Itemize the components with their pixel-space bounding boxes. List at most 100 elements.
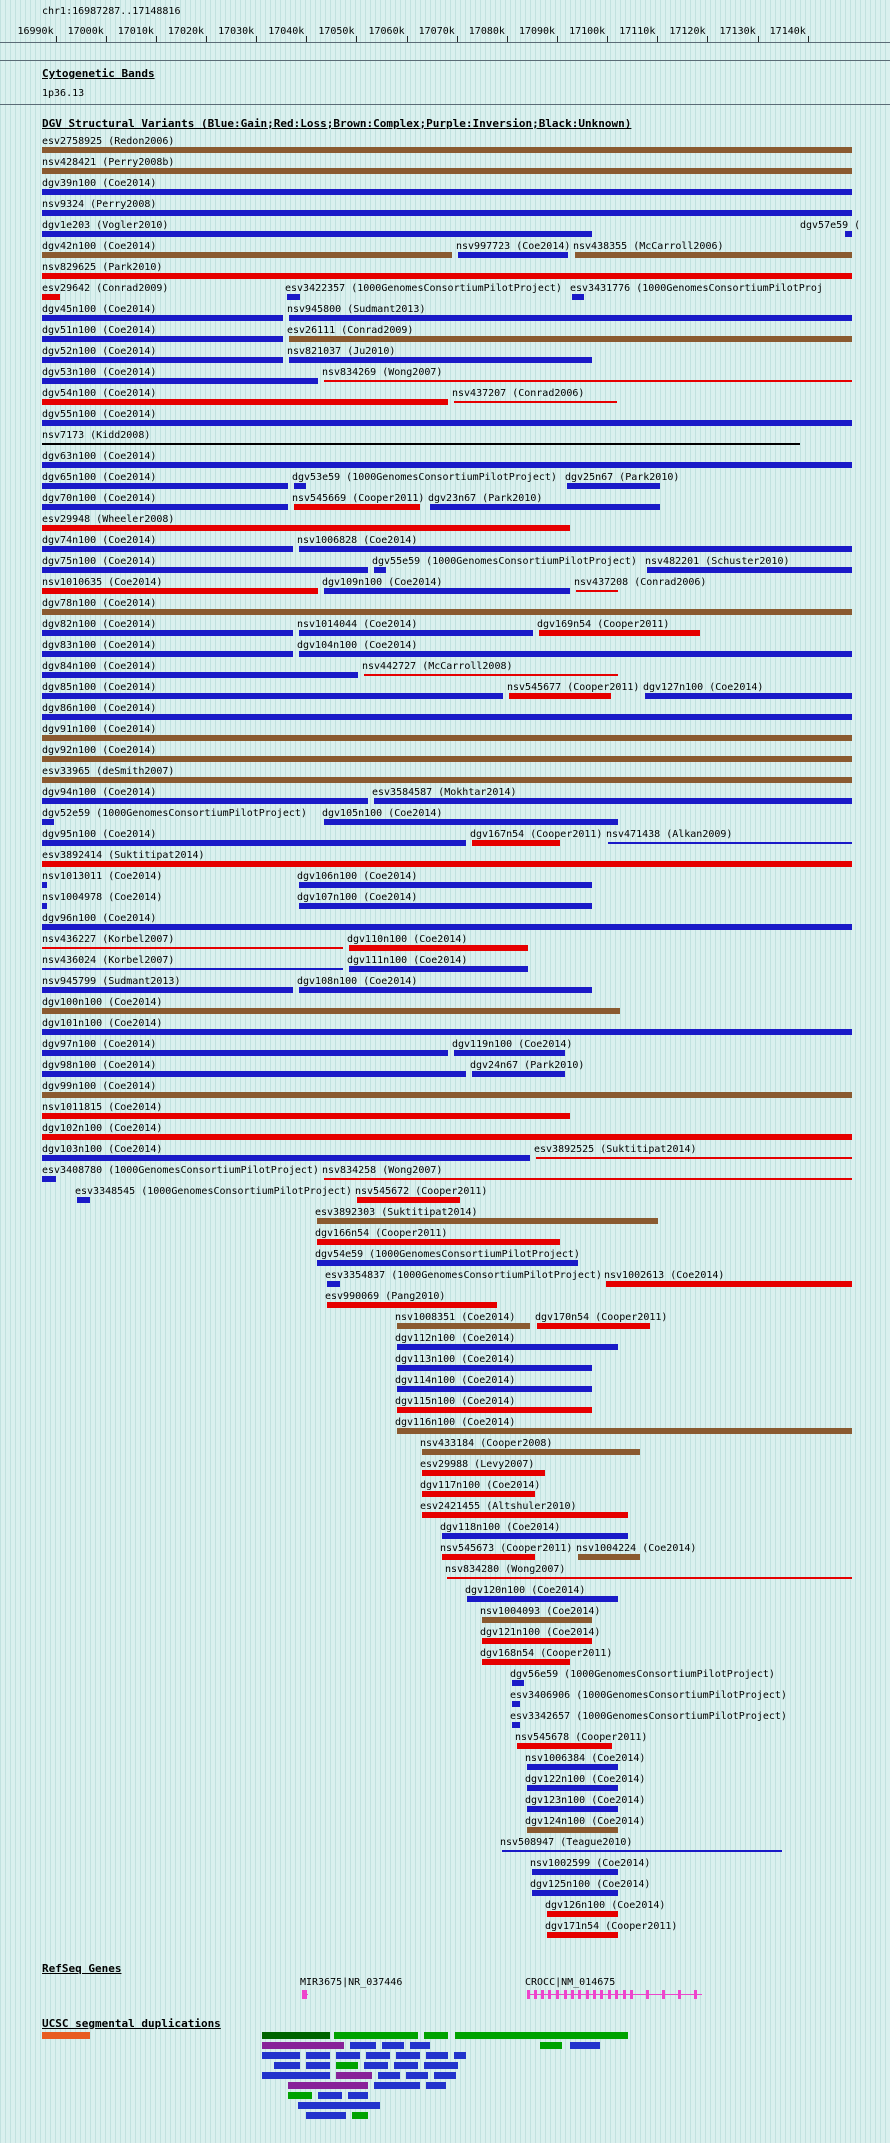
variant-bar[interactable] xyxy=(422,1512,628,1518)
variant-bar[interactable] xyxy=(42,315,283,321)
segdup-bar[interactable] xyxy=(410,2042,430,2049)
gene-exon[interactable] xyxy=(630,1990,633,1999)
variant-bar[interactable] xyxy=(42,567,368,573)
variant-bar[interactable] xyxy=(299,546,852,552)
variant-label[interactable]: esv3342657 (1000GenomesConsortiumPilotPr… xyxy=(510,1711,787,1722)
variant-bar[interactable] xyxy=(349,945,528,951)
variant-bar[interactable] xyxy=(299,987,592,993)
variant-label[interactable]: esv3892414 (Suktitipat2014) xyxy=(42,850,205,861)
variant-label[interactable]: nsv545678 (Cooper2011) xyxy=(515,1732,648,1743)
segdup-bar[interactable] xyxy=(262,2032,330,2039)
variant-bar[interactable] xyxy=(299,651,852,657)
variant-bar[interactable] xyxy=(42,168,852,174)
variant-bar[interactable] xyxy=(42,903,47,909)
variant-label[interactable]: nsv437208 (Conrad2006) xyxy=(574,577,707,588)
variant-label[interactable]: nsv997723 (Coe2014) xyxy=(456,241,571,252)
variant-bar[interactable] xyxy=(294,504,420,510)
variant-bar[interactable] xyxy=(42,252,452,258)
variant-label[interactable]: nsv436024 (Korbel2007) xyxy=(42,955,175,966)
variant-label[interactable]: dgv95n100 (Coe2014) xyxy=(42,829,157,840)
variant-bar[interactable] xyxy=(42,651,293,657)
variant-bar[interactable] xyxy=(42,882,47,888)
variant-bar[interactable] xyxy=(374,567,386,573)
variant-label[interactable]: dgv63n100 (Coe2014) xyxy=(42,451,157,462)
variant-label[interactable]: nsv1011815 (Coe2014) xyxy=(42,1102,163,1113)
variant-bar[interactable] xyxy=(397,1365,592,1371)
variant-label[interactable]: dgv125n100 (Coe2014) xyxy=(530,1879,651,1890)
variant-label[interactable]: dgv109n100 (Coe2014) xyxy=(322,577,443,588)
variant-bar[interactable] xyxy=(42,924,852,930)
variant-bar[interactable] xyxy=(509,693,611,699)
gene-exon[interactable] xyxy=(556,1990,559,1999)
variant-label[interactable]: nsv482201 (Schuster2010) xyxy=(645,556,790,567)
variant-label[interactable]: dgv82n100 (Coe2014) xyxy=(42,619,157,630)
gene-exon[interactable] xyxy=(527,1990,530,1999)
variant-bar[interactable] xyxy=(527,1764,618,1770)
variant-bar[interactable] xyxy=(397,1323,530,1329)
variant-label[interactable]: dgv86n100 (Coe2014) xyxy=(42,703,157,714)
variant-bar[interactable] xyxy=(42,1176,56,1182)
variant-label[interactable]: nsv1004224 (Coe2014) xyxy=(576,1543,697,1554)
variant-bar[interactable] xyxy=(422,1491,535,1497)
gene-exon[interactable] xyxy=(694,1990,697,1999)
segdup-bar[interactable] xyxy=(426,2082,446,2089)
variant-label[interactable]: dgv25n67 (Park2010) xyxy=(565,472,680,483)
segdup-bar[interactable] xyxy=(364,2062,388,2069)
variant-bar[interactable] xyxy=(442,1554,535,1560)
variant-bar[interactable] xyxy=(42,1029,852,1035)
segdup-bar[interactable] xyxy=(334,2032,418,2039)
variant-label[interactable]: dgv168n54 (Cooper2011) xyxy=(480,1648,613,1659)
variant-bar[interactable] xyxy=(349,966,528,972)
variant-label[interactable]: dgv114n100 (Coe2014) xyxy=(395,1375,516,1386)
variant-bar[interactable] xyxy=(482,1638,592,1644)
variant-bar[interactable] xyxy=(42,231,592,237)
variant-label[interactable]: nsv471438 (Alkan2009) xyxy=(606,829,733,840)
variant-bar[interactable] xyxy=(42,609,852,615)
variant-bar[interactable] xyxy=(527,1806,618,1812)
variant-label[interactable]: nsv508947 (Teague2010) xyxy=(500,1837,633,1848)
variant-bar[interactable] xyxy=(289,315,852,321)
segdup-bar[interactable] xyxy=(262,2052,300,2059)
variant-label[interactable]: dgv97n100 (Coe2014) xyxy=(42,1039,157,1050)
gene-exon[interactable] xyxy=(646,1990,649,1999)
variant-bar[interactable] xyxy=(42,210,852,216)
segdup-bar[interactable] xyxy=(434,2072,456,2079)
variant-bar[interactable] xyxy=(289,357,592,363)
variant-label[interactable]: esv3348545 (1000GenomesConsortiumPilotPr… xyxy=(75,1186,352,1197)
variant-bar[interactable] xyxy=(606,1281,852,1287)
variant-label[interactable]: dgv1e203 (Vogler2010) xyxy=(42,220,169,231)
variant-label[interactable]: dgv122n100 (Coe2014) xyxy=(525,1774,646,1785)
variant-bar[interactable] xyxy=(517,1743,612,1749)
variant-label[interactable]: dgv171n54 (Cooper2011) xyxy=(545,1921,678,1932)
variant-label[interactable]: nsv545673 (Cooper2011) xyxy=(440,1543,573,1554)
variant-label[interactable]: esv3892525 (Suktitipat2014) xyxy=(534,1144,697,1155)
segdup-bar[interactable] xyxy=(570,2042,600,2049)
variant-bar[interactable] xyxy=(327,1281,340,1287)
variant-bar[interactable] xyxy=(467,1596,618,1602)
variant-bar[interactable] xyxy=(482,1659,570,1665)
variant-bar[interactable] xyxy=(647,567,852,573)
variant-label[interactable]: nsv1006828 (Coe2014) xyxy=(297,535,418,546)
segdup-bar[interactable] xyxy=(382,2042,404,2049)
variant-label[interactable]: esv3584587 (Mokhtar2014) xyxy=(372,787,517,798)
variant-label[interactable]: dgv111n100 (Coe2014) xyxy=(347,955,468,966)
variant-label[interactable]: dgv124n100 (Coe2014) xyxy=(525,1816,646,1827)
variant-bar[interactable] xyxy=(42,546,293,552)
variant-bar[interactable] xyxy=(578,1554,640,1560)
variant-bar[interactable] xyxy=(327,1302,497,1308)
variant-bar[interactable] xyxy=(512,1701,520,1707)
variant-bar[interactable] xyxy=(42,1155,530,1161)
variant-label[interactable]: dgv119n100 (Coe2014) xyxy=(452,1039,573,1050)
variant-bar[interactable] xyxy=(299,882,592,888)
variant-bar[interactable] xyxy=(299,630,533,636)
gene-exon[interactable] xyxy=(600,1990,603,1999)
variant-bar[interactable] xyxy=(289,336,852,342)
variant-bar[interactable] xyxy=(527,1827,618,1833)
variant-bar[interactable] xyxy=(317,1260,578,1266)
variant-label[interactable]: dgv94n100 (Coe2014) xyxy=(42,787,157,798)
variant-label[interactable]: nsv436227 (Korbel2007) xyxy=(42,934,175,945)
variant-label[interactable]: dgv106n100 (Coe2014) xyxy=(297,871,418,882)
variant-bar[interactable] xyxy=(645,693,852,699)
variant-bar[interactable] xyxy=(42,777,852,783)
variant-label[interactable]: dgv84n100 (Coe2014) xyxy=(42,661,157,672)
